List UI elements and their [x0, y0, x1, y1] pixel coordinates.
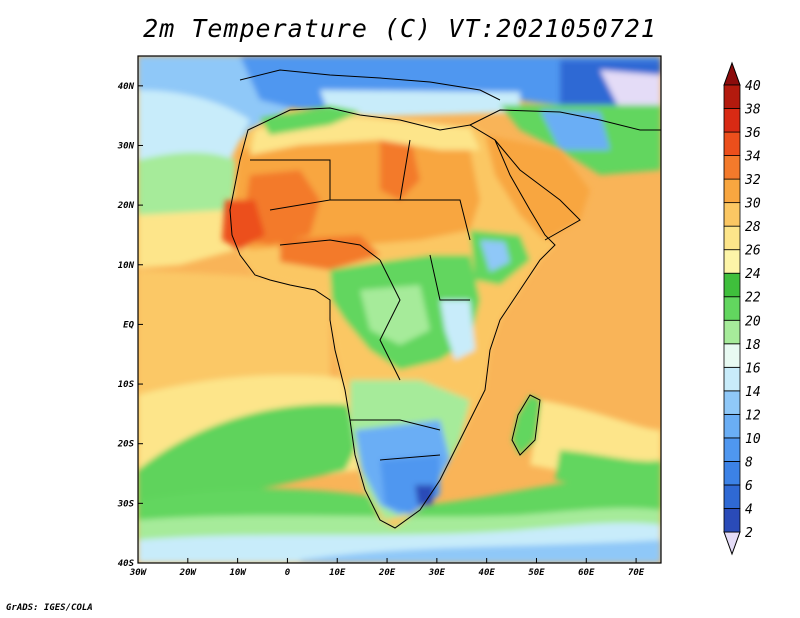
colorbar-label: 36 — [744, 126, 761, 141]
lat-tick-label: 10S — [118, 380, 135, 390]
lat-tick-label: 40N — [118, 82, 135, 92]
colorbar-label: 12 — [745, 408, 761, 423]
colorbar-under-triangle — [723, 531, 741, 556]
colorbar-segment — [723, 508, 741, 533]
colorbar-segment — [723, 461, 741, 486]
colorbar-segment — [723, 249, 741, 274]
colorbar-segment — [723, 437, 741, 462]
colorbar-label: 10 — [745, 432, 761, 447]
colorbar-segment — [723, 413, 741, 439]
colorbar-segment — [723, 343, 741, 368]
colorbar-segment — [723, 390, 741, 415]
colorbar-segment — [723, 484, 741, 509]
lon-tick-label: 10E — [329, 568, 346, 578]
axis-ticks: 30W 20W 10W 0 10E 20E 30E 40E 50E 60E 70E 40N 30N 20N… — [117, 82, 645, 578]
colorbar-segment — [723, 155, 741, 180]
lon-tick-label: 20E — [378, 568, 396, 578]
lat-tick-label: 30N — [117, 141, 135, 151]
lat-tick-label: 10N — [118, 261, 135, 271]
colorbar-segment — [723, 319, 741, 345]
colorbar-label: 38 — [744, 103, 761, 118]
lon-tick-label: 20W — [179, 568, 198, 578]
colorbar-segment — [723, 178, 741, 204]
colorbar-segment — [723, 225, 741, 251]
colorbar-label: 16 — [745, 361, 761, 376]
lon-tick-label: 0 — [285, 568, 291, 578]
colorbar-segment — [723, 84, 741, 109]
colorbar-label: 8 — [745, 455, 753, 470]
lon-tick-label: 30W — [129, 568, 148, 578]
lon-tick-label: 40E — [479, 568, 496, 578]
lon-tick-label: 70E — [628, 568, 645, 578]
lat-tick-label: 20S — [117, 440, 135, 450]
lat-tick-label: EQ — [123, 320, 134, 330]
colorbar-segment — [723, 296, 741, 321]
map-frame — [137, 55, 662, 564]
colorbar-label: 18 — [745, 338, 761, 353]
colorbar-label: 22 — [745, 291, 761, 306]
lat-tick-label: 20N — [117, 201, 135, 211]
lat-tick-label: 40S — [118, 559, 135, 569]
colorbar-label: 26 — [745, 244, 761, 259]
colorbar-segment — [723, 202, 741, 227]
temperature-field — [138, 56, 661, 563]
lon-tick-label: 30E — [428, 568, 446, 578]
colorbar-segment — [723, 131, 741, 156]
colorbar-label: 2 — [745, 526, 753, 541]
grads-credit: GrADS: IGES/COLA — [6, 603, 93, 613]
lon-tick-label: 10W — [229, 568, 247, 578]
map-title: 2m Temperature (C) VT:2021050721 — [143, 14, 657, 43]
colorbar-label: 30 — [744, 197, 761, 212]
colorbar-label: 6 — [745, 479, 753, 494]
colorbar-label: 28 — [745, 220, 761, 235]
colorbar-label: 20 — [745, 314, 761, 329]
colorbar-label: 14 — [745, 385, 761, 400]
colorbar-segment — [723, 272, 741, 298]
lon-tick-label: 60E — [578, 568, 595, 578]
coastline-outline — [229, 69, 661, 529]
lon-tick-label: 50E — [528, 568, 545, 578]
colorbar-segment — [723, 108, 741, 133]
colorbar-label: 34 — [744, 150, 761, 165]
colorbar-label: 4 — [745, 502, 753, 517]
colorbar-label: 40 — [745, 79, 761, 94]
colorbar-label: 24 — [745, 267, 761, 282]
colorbar-segment — [723, 366, 741, 392]
colorbar-over-triangle — [723, 61, 741, 86]
colorbar-label: 32 — [744, 173, 761, 188]
lat-tick-label: 30S — [117, 499, 135, 509]
